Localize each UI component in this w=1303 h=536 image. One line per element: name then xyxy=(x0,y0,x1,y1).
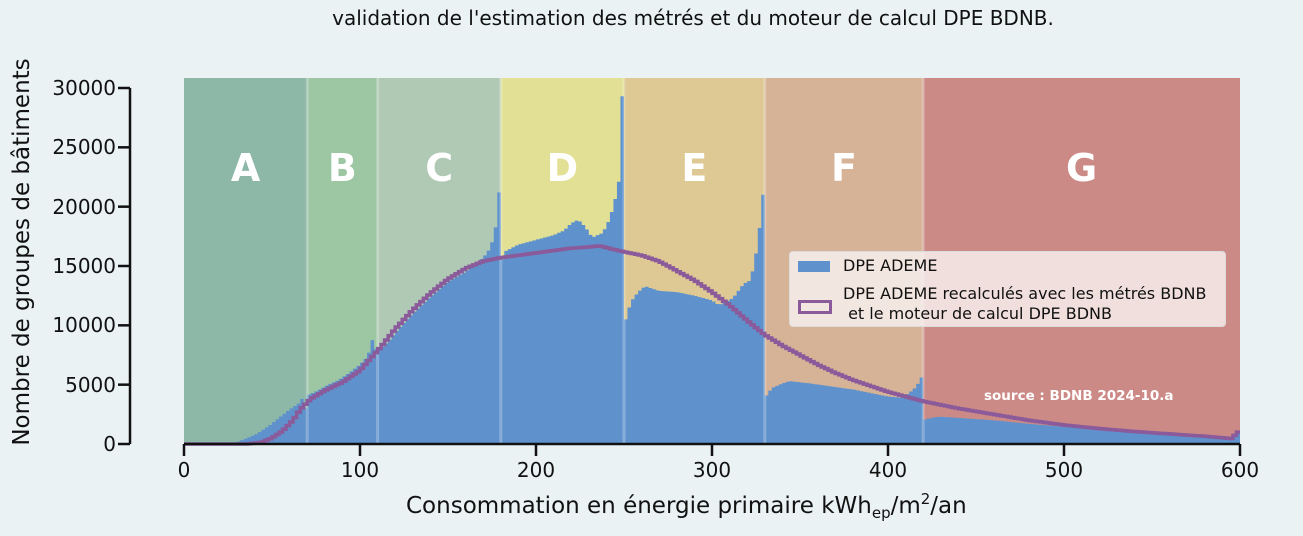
y-tick-label: 20000 xyxy=(52,194,116,219)
axes xyxy=(118,86,1242,456)
y-tick-label: 5000 xyxy=(65,372,116,397)
x-tick-label: 300 xyxy=(692,458,732,482)
y-tick-label: 0 xyxy=(103,432,116,456)
step-line-recalculated xyxy=(184,244,1240,446)
chart-title: validation de l'estimation des métrés et… xyxy=(332,6,1054,30)
histogram-dpe-ademe xyxy=(184,96,1240,444)
x-tick-label: 100 xyxy=(340,458,380,482)
source-annotation: source : BDNB 2024-10.a xyxy=(984,388,1174,404)
legend-label-dpe-ademe: DPE ADEME xyxy=(843,256,938,275)
x-axis-label: Consommation en énergie primaire kWhep/m… xyxy=(406,490,967,522)
step-line xyxy=(184,244,1240,446)
legend-swatch-recalculated xyxy=(798,300,832,314)
legend-swatch-dpe-ademe xyxy=(798,261,830,272)
legend-label-recalculated: DPE ADEME recalculés avec les métrés BDN… xyxy=(843,284,1207,323)
histogram-bars xyxy=(184,96,1240,444)
x-tick-label: 0 xyxy=(177,458,191,482)
energy-class-label-g: G xyxy=(1065,146,1098,190)
legend: DPE ADEME DPE ADEME recalculés avec les … xyxy=(789,251,1226,327)
energy-class-label-c: C xyxy=(425,146,454,190)
x-tick-label: 600 xyxy=(1220,458,1260,482)
energy-class-label-f: F xyxy=(831,146,857,190)
y-tick-label: 15000 xyxy=(52,254,116,278)
y-tick-label: 10000 xyxy=(52,313,116,338)
energy-class-label-d: D xyxy=(546,146,579,190)
energy-class-label-b: B xyxy=(327,146,357,190)
x-tick-label: 200 xyxy=(516,458,556,482)
energy-class-label-e: E xyxy=(681,146,708,190)
x-tick-label: 500 xyxy=(1044,458,1084,482)
y-axis-label: Nombre de groupes de bâtiments xyxy=(9,58,35,446)
class-boundary-lines xyxy=(305,78,925,444)
y-tick-label: 25000 xyxy=(52,135,116,160)
y-tick-label: 30000 xyxy=(52,76,116,100)
energy-class-label-a: A xyxy=(230,146,261,190)
x-tick-label: 400 xyxy=(868,458,908,482)
band-a xyxy=(184,78,308,444)
